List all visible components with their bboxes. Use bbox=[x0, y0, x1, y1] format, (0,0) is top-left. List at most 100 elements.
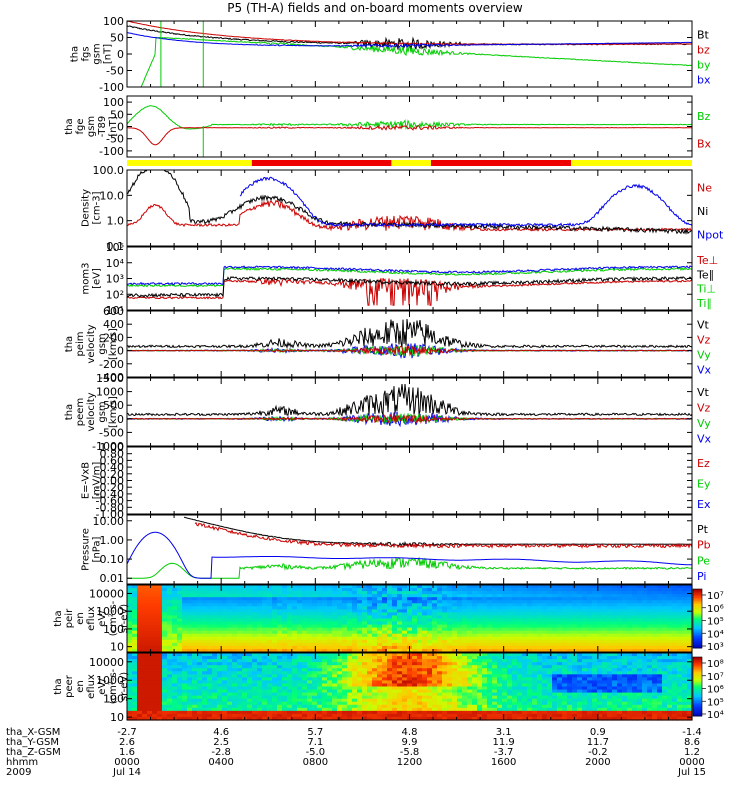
spectrogram-cell bbox=[437, 621, 443, 626]
spectrogram-cell bbox=[602, 695, 608, 700]
spectrogram-cell bbox=[437, 662, 443, 666]
spectrogram-cell bbox=[597, 713, 603, 718]
spectrogram-cell bbox=[542, 713, 548, 718]
spectrogram-cell bbox=[392, 627, 398, 632]
spectrogram-cell bbox=[262, 645, 268, 650]
spectrogram-cell bbox=[512, 609, 518, 614]
spectrogram-cell bbox=[252, 695, 258, 700]
spectrogram-cell bbox=[657, 615, 663, 620]
spectrogram-cell bbox=[227, 704, 233, 709]
spectrogram-cell bbox=[542, 677, 548, 682]
spectrogram-cell bbox=[137, 689, 143, 694]
spectrogram-cell bbox=[537, 716, 543, 721]
spectrogram-cell bbox=[232, 713, 238, 718]
spectrogram-cell bbox=[377, 588, 383, 592]
spectrogram-cell bbox=[302, 624, 308, 629]
spectrogram-cell bbox=[282, 597, 288, 601]
spectrogram-cell bbox=[592, 594, 598, 598]
spectrogram-cell bbox=[332, 686, 338, 691]
spectrogram-cell bbox=[157, 603, 163, 607]
spectrogram-cell bbox=[307, 636, 313, 641]
spectrogram-cell bbox=[322, 612, 328, 617]
spectrogram-cell bbox=[622, 624, 628, 629]
spectrogram-cell bbox=[257, 704, 263, 709]
spectrogram-cell bbox=[327, 698, 333, 703]
spectrogram-cell bbox=[187, 716, 193, 721]
spectrogram-cell bbox=[152, 633, 158, 638]
spectrogram-cell bbox=[397, 686, 403, 691]
spectrogram-cell bbox=[272, 618, 278, 623]
spectrogram-cell bbox=[467, 630, 473, 635]
spectrogram-cell bbox=[382, 707, 388, 712]
spectrogram-cell bbox=[527, 600, 533, 604]
spectrogram-cell bbox=[682, 716, 688, 721]
spectrogram-cell bbox=[252, 683, 258, 688]
spectrogram-cell bbox=[432, 633, 438, 638]
spectrogram-cell bbox=[287, 713, 293, 718]
spectrogram-cell bbox=[437, 600, 443, 604]
spectrogram-cell bbox=[532, 662, 538, 666]
spectrogram-cell bbox=[372, 636, 378, 641]
spectrogram-cell bbox=[287, 677, 293, 682]
spectrogram-cell bbox=[232, 618, 238, 623]
spectrogram-cell bbox=[427, 653, 433, 657]
spectrogram-cell bbox=[202, 713, 208, 718]
spectrogram-cell bbox=[422, 710, 428, 715]
spectrogram-cell bbox=[577, 716, 583, 721]
spectrogram-cell bbox=[487, 591, 493, 595]
spectrogram-cell bbox=[587, 701, 593, 706]
spectrogram-cell bbox=[677, 603, 683, 607]
spectrogram-cell bbox=[497, 692, 503, 697]
spectrogram-cell bbox=[272, 710, 278, 715]
spectrogram-cell bbox=[582, 639, 588, 644]
spectrogram-cell bbox=[667, 624, 673, 629]
spectrogram-cell bbox=[537, 668, 543, 672]
spectrogram-cell bbox=[572, 653, 578, 657]
spectrogram-cell bbox=[407, 621, 413, 626]
spectrogram-cell bbox=[587, 707, 593, 712]
spectrogram-cell bbox=[547, 594, 553, 598]
spectrogram-cell bbox=[307, 680, 313, 685]
spectrogram-cell bbox=[687, 659, 693, 663]
spectrogram-cell bbox=[327, 692, 333, 697]
spectrogram-cell bbox=[457, 615, 463, 620]
spectrogram-cell bbox=[147, 585, 153, 589]
spectrogram-cell bbox=[567, 621, 573, 626]
spectrogram-cell bbox=[127, 621, 133, 626]
spectrogram-cell bbox=[422, 659, 428, 663]
spectrogram-cell bbox=[227, 665, 233, 669]
spectrogram-cell bbox=[607, 695, 613, 700]
spectrogram-cell bbox=[137, 692, 143, 697]
spectrogram-cell bbox=[377, 642, 383, 647]
spectrogram-cell bbox=[622, 671, 628, 675]
spectrogram-cell bbox=[267, 648, 273, 653]
spectrogram-cell bbox=[502, 653, 508, 657]
spectrogram-cell bbox=[387, 597, 393, 601]
spectrogram-cell bbox=[437, 648, 443, 653]
spectrogram-cell bbox=[362, 636, 368, 641]
spectrogram-cell bbox=[527, 597, 533, 601]
spectrogram-cell bbox=[637, 648, 643, 653]
spectrogram-cell bbox=[172, 591, 178, 595]
spectrogram-cell bbox=[427, 662, 433, 666]
spectrogram-cell bbox=[187, 704, 193, 709]
spectrogram-cell bbox=[667, 603, 673, 607]
spectrogram-cell bbox=[357, 665, 363, 669]
spectrogram-cell bbox=[222, 674, 228, 678]
spectrogram-cell bbox=[612, 695, 618, 700]
spectrogram-cell bbox=[267, 591, 273, 595]
spectrogram-cell bbox=[352, 671, 358, 675]
spectrogram-cell bbox=[622, 600, 628, 604]
spectrogram-cell bbox=[347, 686, 353, 691]
spectrogram-cell bbox=[377, 704, 383, 709]
spectrogram-cell bbox=[202, 686, 208, 691]
spectrogram-cell bbox=[632, 636, 638, 641]
spectrogram-cell bbox=[667, 588, 673, 592]
spectrogram-cell bbox=[522, 600, 528, 604]
spectrogram-cell bbox=[557, 659, 563, 663]
spectrogram-cell bbox=[497, 588, 503, 592]
spectrogram-cell bbox=[202, 695, 208, 700]
spectrogram-cell bbox=[427, 710, 433, 715]
spectrogram-cell bbox=[202, 624, 208, 629]
spectrogram-cell bbox=[362, 600, 368, 604]
